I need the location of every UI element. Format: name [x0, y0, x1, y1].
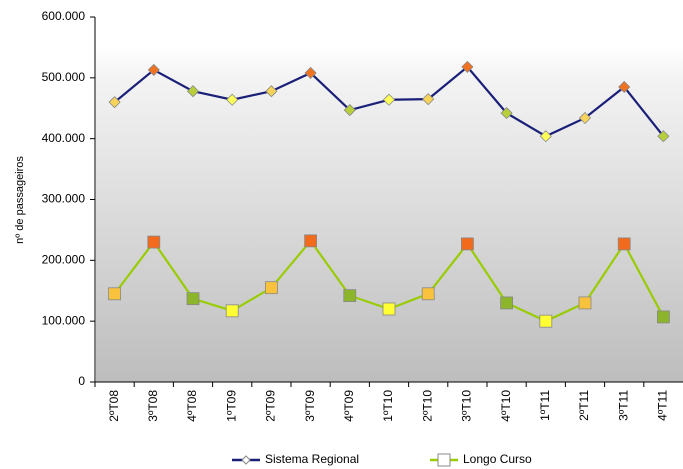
- data-point: [382, 93, 396, 106]
- data-point: [343, 104, 356, 117]
- data-point: [539, 314, 553, 328]
- x-tick-label: 1ºT09: [224, 390, 238, 422]
- data-point: [186, 85, 200, 98]
- x-tick-label: 4ºT08: [185, 390, 199, 422]
- legend-label: Sistema Regional: [265, 452, 359, 466]
- x-tick-label: 3ºT08: [146, 390, 160, 422]
- data-point: [147, 235, 161, 249]
- y-tick-label: 500.000: [42, 70, 86, 84]
- data-point: [578, 111, 592, 125]
- data-point: [226, 93, 239, 106]
- x-tick-label: 4ºT09: [342, 390, 356, 422]
- data-point: [657, 130, 670, 143]
- legend-marker: [241, 455, 251, 465]
- data-point: [304, 234, 318, 248]
- data-point: [304, 66, 317, 80]
- y-tick-label: 200.000: [42, 253, 86, 267]
- x-tick-label: 2ºT08: [107, 390, 121, 422]
- data-point: [578, 296, 592, 310]
- data-point: [382, 302, 396, 316]
- x-tick-label: 2ºT10: [420, 390, 434, 422]
- data-point: [147, 63, 160, 76]
- data-point: [265, 85, 278, 98]
- x-tick-label: 4ºT11: [656, 390, 670, 421]
- x-tick-label: 2ºT09: [264, 390, 278, 422]
- x-tick-label: 1ºT11: [538, 390, 552, 421]
- data-point: [460, 237, 474, 251]
- data-point: [657, 310, 670, 324]
- data-point: [500, 107, 513, 120]
- data-point: [264, 281, 278, 295]
- y-axis-label: nº de passageiros: [14, 156, 26, 244]
- x-tick-label: 3ºT11: [616, 390, 630, 421]
- data-point: [461, 60, 474, 73]
- legend-label: Longo Curso: [463, 452, 532, 466]
- x-tick-label: 3ºT09: [303, 390, 317, 422]
- data-point: [108, 287, 121, 301]
- data-point: [186, 292, 200, 306]
- data-point: [617, 237, 631, 251]
- y-tick-label: 400.000: [42, 131, 86, 145]
- x-tick-label: 4ºT10: [499, 390, 513, 422]
- data-point: [421, 287, 435, 301]
- x-tick-label: 1ºT10: [381, 390, 395, 422]
- x-tick-label: 2ºT11: [577, 390, 591, 421]
- y-tick-label: 100.000: [42, 313, 86, 327]
- data-point: [343, 289, 357, 303]
- legend-marker: [437, 453, 451, 467]
- data-point: [500, 296, 514, 310]
- y-tick-label: 0: [78, 374, 85, 388]
- data-point: [539, 130, 552, 143]
- y-tick-label: 300.000: [42, 192, 86, 206]
- data-point: [225, 304, 239, 318]
- data-point: [108, 96, 121, 109]
- x-tick-label: 3ºT10: [460, 390, 474, 422]
- y-tick-label: 600.000: [42, 9, 86, 23]
- data-point: [618, 80, 631, 94]
- data-point: [422, 93, 435, 106]
